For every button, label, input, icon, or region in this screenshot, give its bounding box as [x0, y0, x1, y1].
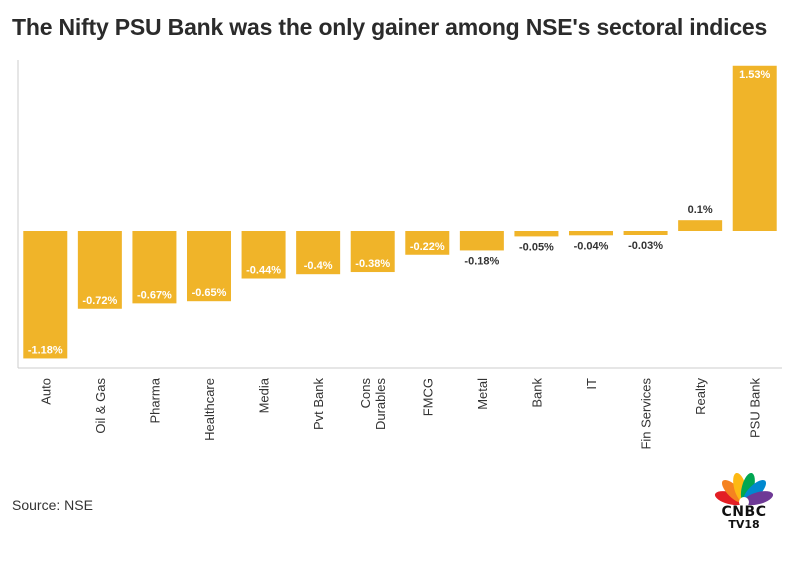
data-label: -0.67%	[137, 289, 172, 301]
category-label: Media	[257, 377, 272, 413]
category-label: Bank	[529, 378, 544, 408]
category-label: Metal	[475, 378, 490, 410]
category-label-line: Pharma	[147, 377, 162, 423]
bar	[732, 65, 777, 231]
category-label-line: Cons	[358, 378, 373, 409]
data-label: -0.4%	[304, 260, 333, 272]
category-label: Healthcare	[202, 378, 217, 441]
bar	[459, 231, 504, 251]
logo-text-cnbc: CNBC	[721, 504, 767, 520]
logo-text-tv18: TV18	[728, 518, 760, 531]
data-label: -0.44%	[246, 265, 281, 277]
bar	[514, 231, 559, 237]
data-label: 0.1%	[688, 204, 713, 216]
bar	[296, 231, 341, 275]
bar	[623, 231, 668, 235]
category-label: Cons Durables	[358, 378, 388, 431]
category-label: Auto	[38, 378, 53, 405]
category-label-line: Metal	[475, 378, 490, 410]
category-label-line: Durables	[373, 378, 388, 431]
source-note: Source: NSE	[12, 497, 93, 513]
bar	[23, 231, 68, 359]
cnbc-tv18-logo: CNBC TV18	[712, 470, 776, 531]
category-label: Realty	[693, 378, 708, 415]
category-label-line: Auto	[38, 378, 53, 405]
category-label: FMCG	[420, 378, 435, 416]
category-label-line: Bank	[529, 378, 544, 408]
bar	[569, 231, 613, 236]
category-label: IT	[584, 378, 599, 390]
category-label: PSU Bank	[748, 378, 763, 438]
category-label-line: Fin Services	[639, 378, 654, 450]
bar	[678, 220, 723, 231]
category-label: Pharma	[147, 377, 162, 423]
bar	[187, 231, 231, 302]
chart-title: The Nifty PSU Bank was the only gainer a…	[12, 14, 768, 40]
data-label: -0.22%	[410, 241, 445, 253]
data-label: 1.53%	[739, 69, 770, 81]
peacock-icon	[714, 472, 774, 507]
data-label: -0.03%	[628, 240, 663, 252]
data-label: -0.05%	[519, 241, 554, 253]
category-label-line: PSU Bank	[748, 378, 763, 438]
category-label: Oil & Gas	[93, 378, 108, 434]
data-label: -0.18%	[464, 255, 499, 267]
category-label-line: Oil & Gas	[93, 378, 108, 434]
bar	[77, 231, 122, 309]
category-label-line: Realty	[693, 378, 708, 415]
data-label: -0.38%	[355, 258, 390, 270]
category-label: Pvt Bank	[311, 378, 326, 431]
bar	[405, 231, 450, 255]
bar	[241, 231, 286, 279]
category-label-line: FMCG	[420, 378, 435, 416]
bar	[132, 231, 177, 304]
category-label-line: Media	[257, 377, 272, 413]
data-label: -0.72%	[82, 295, 117, 307]
category-label-line: IT	[584, 378, 599, 390]
data-label: -1.18%	[28, 344, 63, 356]
category-label-line: Pvt Bank	[311, 378, 326, 431]
category-label-line: Healthcare	[202, 378, 217, 441]
bar	[350, 231, 395, 273]
data-label: -0.65%	[192, 287, 227, 299]
data-label: -0.04%	[574, 240, 609, 252]
category-label: Fin Services	[639, 378, 654, 450]
bar-chart: -1.18% Auto -0.72% Oil & Gas -0.67% Pharma -0.…	[17, 60, 782, 450]
